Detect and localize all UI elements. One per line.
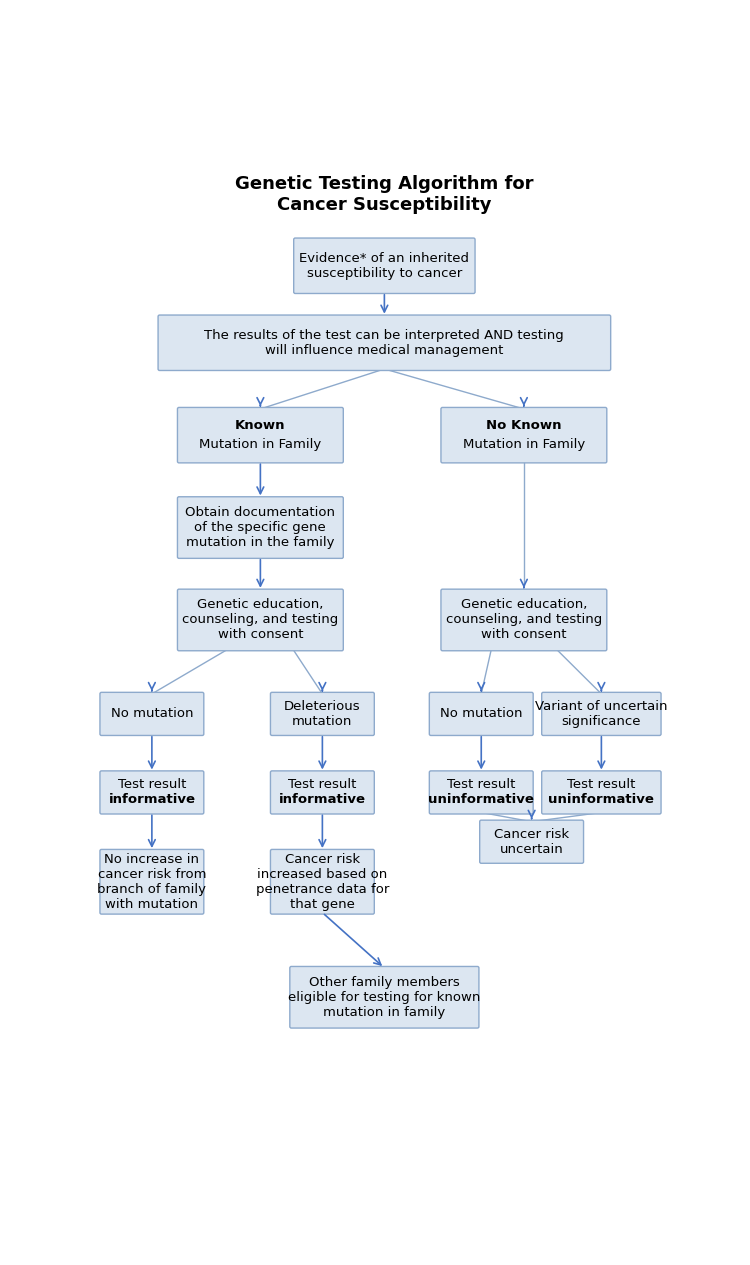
FancyBboxPatch shape [290, 966, 479, 1028]
Text: uninformative: uninformative [548, 793, 654, 807]
Text: Test result: Test result [118, 778, 186, 792]
Text: uninformative: uninformative [428, 793, 534, 807]
FancyBboxPatch shape [429, 692, 533, 735]
FancyBboxPatch shape [429, 770, 533, 813]
FancyBboxPatch shape [178, 497, 344, 558]
Text: Mutation in Family: Mutation in Family [200, 439, 322, 452]
Text: Test result: Test result [447, 778, 515, 792]
Text: Deleterious
mutation: Deleterious mutation [284, 700, 361, 727]
Text: No mutation: No mutation [440, 707, 523, 720]
FancyBboxPatch shape [100, 692, 204, 735]
Text: Genetic education,
counseling, and testing
with consent: Genetic education, counseling, and testi… [446, 598, 602, 641]
Text: Genetic Testing Algorithm for
Cancer Susceptibility: Genetic Testing Algorithm for Cancer Sus… [236, 175, 534, 214]
Text: informative: informative [108, 793, 195, 807]
FancyBboxPatch shape [100, 849, 204, 915]
Text: Cancer risk
increased based on
penetrance data for
that gene: Cancer risk increased based on penetranc… [256, 853, 389, 911]
FancyBboxPatch shape [294, 238, 475, 293]
Text: No increase in
cancer risk from
branch of family
with mutation: No increase in cancer risk from branch o… [98, 853, 206, 911]
FancyBboxPatch shape [271, 849, 374, 915]
Text: Variant of uncertain
significance: Variant of uncertain significance [536, 700, 668, 727]
Text: Evidence* of an inherited
susceptibility to cancer: Evidence* of an inherited susceptibility… [299, 252, 470, 280]
FancyBboxPatch shape [271, 692, 374, 735]
Text: Test result: Test result [288, 778, 356, 792]
FancyBboxPatch shape [441, 589, 607, 650]
Text: No mutation: No mutation [111, 707, 194, 720]
Text: Cancer risk
uncertain: Cancer risk uncertain [494, 827, 569, 855]
FancyBboxPatch shape [441, 407, 607, 463]
FancyBboxPatch shape [158, 315, 610, 371]
FancyBboxPatch shape [542, 770, 661, 813]
FancyBboxPatch shape [271, 770, 374, 813]
Text: Known: Known [236, 419, 286, 431]
Text: The results of the test can be interpreted AND testing
will influence medical ma: The results of the test can be interpret… [205, 329, 564, 357]
Text: Other family members
eligible for testing for known
mutation in family: Other family members eligible for testin… [288, 975, 481, 1018]
FancyBboxPatch shape [542, 692, 661, 735]
Text: informative: informative [279, 793, 366, 807]
Text: Obtain documentation
of the specific gene
mutation in the family: Obtain documentation of the specific gen… [185, 506, 335, 549]
Text: No Known: No Known [486, 419, 562, 431]
Text: Genetic education,
counseling, and testing
with consent: Genetic education, counseling, and testi… [182, 598, 338, 641]
FancyBboxPatch shape [178, 407, 344, 463]
FancyBboxPatch shape [178, 589, 344, 650]
Text: Mutation in Family: Mutation in Family [463, 439, 585, 452]
FancyBboxPatch shape [480, 820, 584, 863]
Text: Test result: Test result [567, 778, 635, 792]
FancyBboxPatch shape [100, 770, 204, 813]
